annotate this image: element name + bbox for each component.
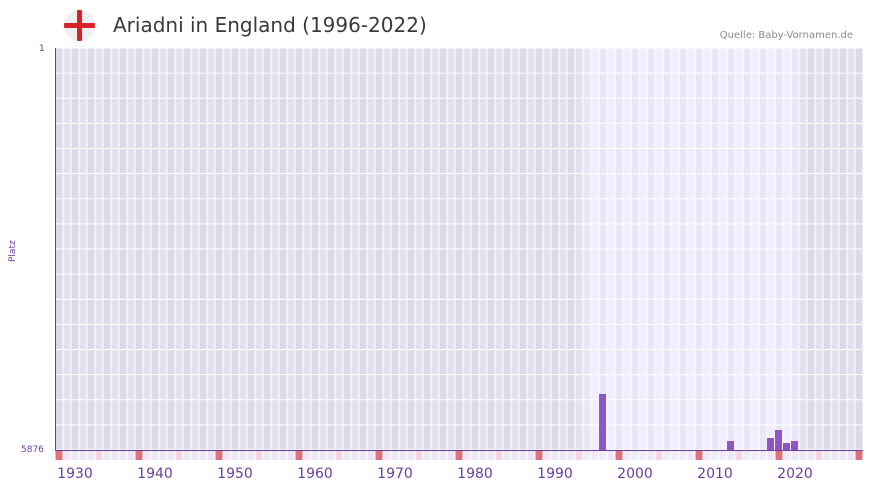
x-tick-1940: 1940 xyxy=(137,466,173,482)
y-tick-top: 1 xyxy=(39,44,45,54)
plot-area xyxy=(55,48,863,450)
chart-title: Ariadni in England (1996-2022) xyxy=(113,13,427,37)
y-axis xyxy=(55,48,56,451)
x-tick-2020: 2020 xyxy=(777,466,813,482)
x-tick-1980: 1980 xyxy=(457,466,493,482)
x-tick-2000: 2000 xyxy=(617,466,653,482)
year-markers xyxy=(55,450,863,460)
bar-2012 xyxy=(727,441,734,450)
x-tick-2010: 2010 xyxy=(697,466,733,482)
x-tick-1930: 1930 xyxy=(57,466,93,482)
bar-1996 xyxy=(599,394,606,450)
y-tick-bottom: 5876 xyxy=(21,445,44,455)
x-axis xyxy=(55,450,863,451)
x-tick-1950: 1950 xyxy=(217,466,253,482)
bar-2019 xyxy=(783,443,790,450)
bar-2020 xyxy=(791,441,798,450)
england-flag-icon xyxy=(64,10,95,41)
x-tick-1960: 1960 xyxy=(297,466,333,482)
source-credit: Quelle: Baby-Vornamen.de xyxy=(719,30,853,41)
bar-2017 xyxy=(767,438,774,450)
y-axis-label: Platz xyxy=(8,240,18,262)
x-tick-1990: 1990 xyxy=(537,466,573,482)
bar-2018 xyxy=(775,430,782,450)
x-tick-1970: 1970 xyxy=(377,466,413,482)
